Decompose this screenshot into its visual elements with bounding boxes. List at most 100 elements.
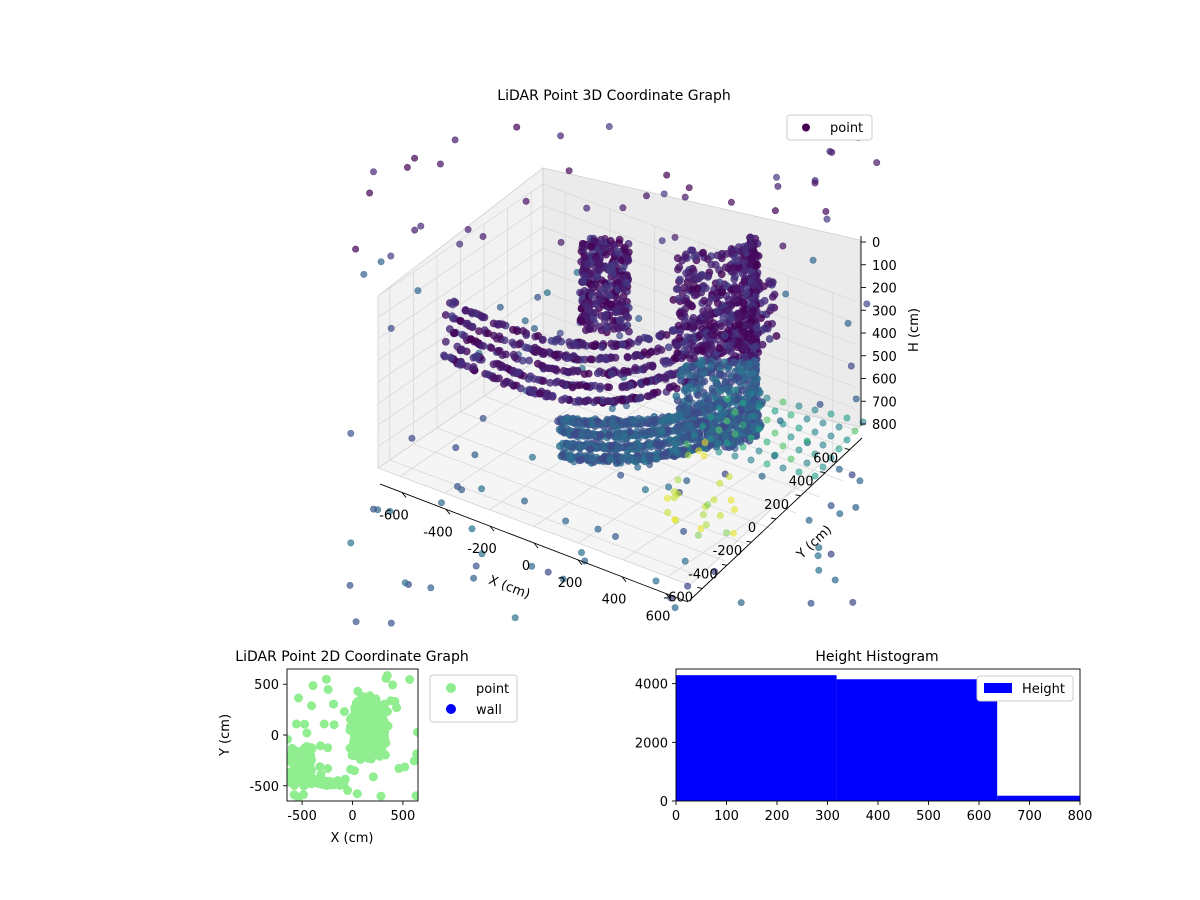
lidar-point: [730, 506, 738, 514]
lidar-point: [611, 353, 620, 362]
lidar-point: [787, 411, 795, 419]
lidar-point: [630, 443, 639, 451]
chart-2d: LiDAR Point 2D Coordinate Graph -500 0 500…: [218, 649, 518, 846]
lidar-point: [565, 167, 573, 175]
lidar-point: [762, 323, 771, 332]
lidar-point: [469, 362, 478, 371]
legend-2d-wall-marker: [446, 704, 456, 714]
x-tick-label: -200: [467, 542, 497, 557]
lidar-point: [453, 482, 461, 490]
lidar-point: [723, 439, 731, 447]
lidar-point: [680, 527, 688, 535]
lidar-point: [575, 443, 584, 451]
points-3d: [346, 122, 881, 627]
lidar-point: [670, 488, 678, 496]
point-2d: [294, 693, 303, 703]
lidar-point: [685, 394, 694, 403]
lidar-point: [717, 270, 726, 279]
lidar-point: [734, 309, 743, 318]
lidar-point: [740, 276, 749, 285]
lidar-point: [593, 273, 601, 281]
x-tick-label: -400: [423, 525, 453, 540]
lidar-point: [595, 259, 603, 268]
histogram-legend-swatch: [984, 683, 1012, 693]
point-2d: [368, 772, 378, 782]
x-tick-label-hist: 500: [916, 809, 941, 824]
point-2d: [388, 680, 398, 690]
lidar-point: [747, 241, 755, 250]
lidar-point: [478, 485, 486, 493]
point-2d: [409, 756, 418, 766]
lidar-point: [522, 197, 530, 205]
lidar-point: [710, 496, 718, 504]
lidar-point: [672, 285, 681, 293]
lidar-point: [690, 354, 699, 363]
lidar-point: [674, 294, 683, 303]
lidar-point: [642, 377, 651, 386]
lidar-point: [346, 581, 354, 589]
lidar-point: [803, 437, 811, 445]
lidar-point: [843, 414, 851, 422]
point-2d: [390, 696, 400, 706]
lidar-point: [673, 349, 682, 357]
lidar-point: [571, 430, 580, 439]
lidar-point: [689, 323, 698, 332]
point-2d: [367, 694, 377, 704]
lidar-point: [479, 233, 487, 241]
lidar-point: [671, 233, 679, 241]
lidar-point: [642, 192, 650, 200]
legend-2d-wall-label: wall: [476, 703, 502, 718]
lidar-point: [684, 582, 692, 590]
x-tick-label-2d: 500: [390, 809, 415, 824]
lidar-point: [487, 344, 496, 352]
lidar-point: [715, 448, 723, 456]
lidar-point: [480, 313, 489, 322]
chart-3d: LiDAR Point 3D Coordinate Graph -600 -400…: [346, 88, 922, 627]
lidar-point: [661, 357, 670, 366]
lidar-point: [472, 562, 480, 570]
y-tick-label-2d: 0: [271, 729, 279, 744]
lidar-point: [873, 159, 881, 167]
lidar-point: [366, 189, 374, 197]
lidar-point: [468, 525, 476, 533]
lidar-point: [580, 370, 589, 378]
z-tick-label: 200: [872, 282, 897, 297]
lidar-point: [663, 171, 671, 179]
point-2d: [327, 779, 337, 789]
lidar-point: [702, 341, 711, 350]
lidar-point: [671, 440, 680, 448]
y-tick-label: 400: [789, 475, 814, 490]
point-2d: [379, 750, 389, 759]
lidar-point: [552, 335, 561, 344]
lidar-point: [755, 425, 763, 433]
point-2d: [287, 734, 292, 744]
lidar-point: [727, 247, 736, 256]
y-tick-label-2d: 500: [254, 678, 279, 693]
y-tick: [746, 540, 752, 543]
lidar-point: [528, 453, 536, 461]
point-2d: [323, 764, 333, 773]
point-2d: [308, 681, 318, 691]
lidar-point: [607, 300, 616, 309]
lidar-point: [740, 342, 749, 351]
x-tick: [401, 492, 407, 498]
lidar-point: [451, 136, 459, 144]
lidar-point: [765, 335, 774, 343]
lidar-point: [749, 334, 757, 342]
lidar-point: [715, 278, 724, 287]
lidar-point: [479, 342, 488, 350]
histogram-bars: [676, 675, 1080, 801]
lidar-point: [478, 550, 486, 558]
legend-3d-marker: [802, 123, 810, 132]
y-tick-label-2d: -500: [249, 780, 279, 795]
point-2d: [355, 711, 365, 721]
lidar-point: [608, 419, 617, 428]
lidar-point: [655, 331, 663, 340]
point-2d: [299, 781, 309, 791]
point-2d: [323, 685, 333, 694]
lidar-point: [795, 446, 803, 454]
lidar-point: [579, 277, 587, 286]
z-tick-label: 0: [872, 236, 880, 251]
lidar-point: [734, 373, 743, 382]
lidar-point: [347, 539, 355, 547]
